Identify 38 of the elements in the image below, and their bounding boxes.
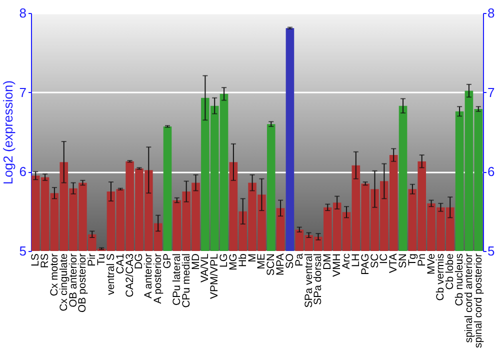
x-tick-label: VA/VL xyxy=(199,253,212,282)
y-axis-title: Log2 (expression) xyxy=(0,80,16,185)
x-tick-label: PAG xyxy=(359,254,372,275)
x-tick-label: DM xyxy=(322,254,334,270)
x-tick-label: LS xyxy=(30,254,42,266)
x-tick-label: IC xyxy=(378,253,390,264)
x-tick-label: SPa dorsal xyxy=(312,254,324,305)
x-tick-label: CA2/CA3 xyxy=(124,253,136,298)
x-tick-label: CA1 xyxy=(114,253,126,274)
x-tick-label: Cx cingulate xyxy=(58,253,70,312)
x-tick-label: Pir xyxy=(86,253,98,266)
x-tick-label: Cb lobe xyxy=(444,253,456,290)
x-tick-label: SCN xyxy=(265,254,278,276)
x-tick-label: MD xyxy=(190,253,202,270)
x-tick-label: A anterior xyxy=(142,253,155,298)
x-tick-label: A posterior xyxy=(152,253,164,304)
x-tick-label: M xyxy=(246,254,258,262)
x-tick-label: OB anterior xyxy=(67,253,80,308)
y-tick-label: 8 xyxy=(19,6,26,20)
x-tick-label: SC xyxy=(368,253,381,268)
x-tick-label: LH xyxy=(350,254,362,267)
y2-tick-label: 5 xyxy=(488,244,495,258)
x-tick-label: spinal cord posterior xyxy=(472,252,484,348)
x-tick-label: Hb xyxy=(236,253,249,267)
x-tick-label: ME xyxy=(256,254,268,270)
y2-tick-label: 6 xyxy=(488,164,495,180)
x-tick-label: CPu medial xyxy=(180,254,192,308)
y2-tick-label: 8 xyxy=(488,6,495,20)
x-tick-label: VPM/VPL xyxy=(208,253,221,300)
x-tick-label: VTA xyxy=(388,254,400,274)
x-tick-label: MVe xyxy=(425,253,438,275)
y-tick-label: 7 xyxy=(19,84,26,100)
y2-tick-label: 7 xyxy=(488,84,495,100)
x-tick-label: DG xyxy=(133,254,146,270)
x-tick-label: OB posterior xyxy=(76,253,89,312)
y-tick-label: 5 xyxy=(19,244,26,258)
x-tick-label: Pa xyxy=(293,253,306,266)
y-tick-label: 6 xyxy=(19,164,26,180)
